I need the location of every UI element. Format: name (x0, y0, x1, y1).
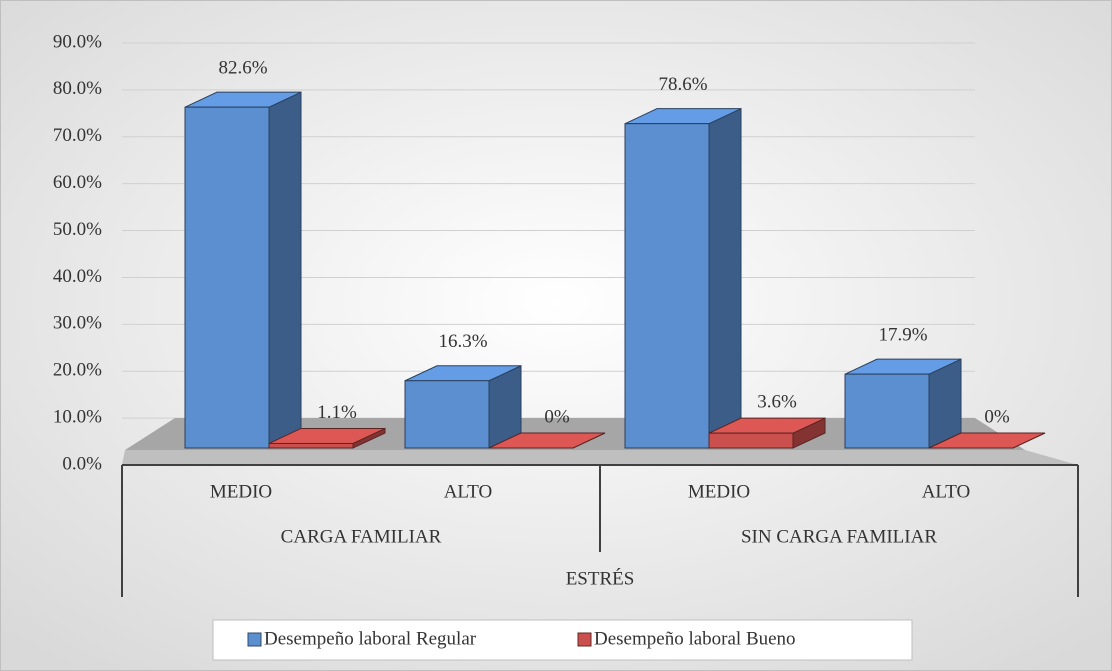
bar-side (928, 358, 962, 449)
y-tick-label: 40.0% (53, 266, 102, 287)
x-tick-label: MEDIO (688, 481, 750, 502)
y-tick-label: 20.0% (53, 360, 102, 381)
bar-top (488, 432, 606, 449)
bar (624, 107, 742, 449)
data-label: 16.3% (438, 331, 487, 352)
y-tick-label: 60.0% (53, 172, 102, 193)
bar-front (624, 123, 710, 449)
bar (184, 91, 302, 449)
bar-front (404, 380, 490, 449)
bar-front (268, 442, 354, 449)
bar (928, 432, 1046, 449)
data-label: 17.9% (878, 325, 927, 346)
data-label: 0% (544, 406, 570, 427)
legend-swatch (577, 632, 592, 647)
x-tick-label: ALTO (922, 481, 971, 502)
legend-label: Desempeño laboral Regular (264, 628, 477, 649)
y-tick-label: 10.0% (53, 406, 102, 427)
x-tick-label: MEDIO (210, 481, 272, 502)
data-label: 78.6% (658, 74, 707, 95)
bar-front (184, 106, 270, 449)
y-tick-label: 50.0% (53, 219, 102, 240)
bar-side (268, 91, 302, 449)
bar (268, 427, 386, 449)
y-tick-label: 70.0% (53, 125, 102, 146)
floor-edge (122, 450, 1078, 465)
bar (488, 432, 606, 449)
group-label: CARGA FAMILIAR (281, 526, 442, 547)
y-tick-label: 0.0% (62, 453, 102, 474)
legend-swatch (247, 632, 262, 647)
bar-side (708, 107, 742, 449)
bar (708, 417, 826, 449)
y-tick-label: 30.0% (53, 313, 102, 334)
legend (212, 619, 913, 661)
data-label: 82.6% (218, 58, 267, 79)
legend-label: Desempeño laboral Bueno (594, 628, 796, 649)
bar (844, 358, 962, 449)
bar-top (928, 432, 1046, 449)
group-label: SIN CARGA FAMILIAR (741, 526, 937, 547)
data-label: 1.1% (317, 402, 357, 423)
bar-front (708, 432, 794, 449)
x-tick-label: ALTO (444, 481, 493, 502)
bar (404, 364, 522, 449)
data-label: 3.6% (757, 392, 797, 413)
x-axis-title: ESTRÉS (566, 567, 635, 589)
data-label: 0% (984, 406, 1010, 427)
y-tick-label: 80.0% (53, 78, 102, 99)
bar-front (844, 373, 930, 449)
y-tick-label: 90.0% (53, 31, 102, 52)
